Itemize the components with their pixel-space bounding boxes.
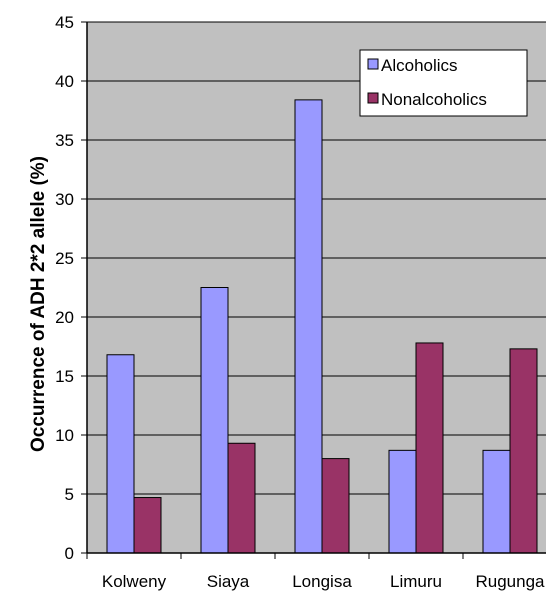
bar-nonalcoholics-siaya — [227, 442, 256, 554]
bars — [106, 99, 538, 554]
axes — [81, 21, 546, 559]
bar-alcoholics-longisa — [294, 99, 323, 554]
y-tick-label: 15 — [55, 367, 74, 386]
legend-swatch-alcoholics — [367, 58, 379, 70]
y-tick-label: 45 — [55, 13, 74, 32]
bar-nonalcoholics-kolweny — [133, 497, 162, 554]
y-tick-label: 10 — [55, 426, 74, 445]
legend-swatch-nonalcoholics — [367, 92, 379, 104]
x-tick-label: Longisa — [292, 572, 352, 591]
bar-alcoholics-kolweny — [106, 354, 135, 554]
bar-nonalcoholics-longisa — [321, 458, 350, 554]
y-tick-label: 5 — [65, 485, 74, 504]
y-tick-labels: 0 5 10 15 20 25 30 35 40 45 — [55, 13, 74, 563]
legend-label-nonalcoholics: Nonalcoholics — [381, 90, 487, 109]
bar-alcoholics-siaya — [200, 287, 229, 554]
legend: Alcoholics Nonalcoholics — [359, 49, 528, 117]
bar-alcoholics-rugunga — [482, 449, 511, 554]
y-tick-label: 40 — [55, 72, 74, 91]
y-tick-label: 0 — [65, 544, 74, 563]
x-tick-label: Siaya — [207, 572, 250, 591]
y-tick-label: 30 — [55, 190, 74, 209]
y-tick-label: 35 — [55, 131, 74, 150]
legend-box — [359, 49, 528, 117]
x-tick-labels: Kolweny Siaya Longisa Limuru Rugunga — [102, 572, 545, 591]
bar-alcoholics-limuru — [388, 449, 417, 554]
legend-label-alcoholics: Alcoholics — [381, 56, 458, 75]
y-tick-label: 25 — [55, 249, 74, 268]
bar-nonalcoholics-limuru — [415, 342, 444, 554]
x-tick-label: Kolweny — [102, 572, 167, 591]
y-tick-label: 20 — [55, 308, 74, 327]
y-axis-label: Occurrence of ADH 2*2 allele (%) — [28, 156, 49, 452]
bar-nonalcoholics-rugunga — [509, 348, 538, 554]
x-tick-label: Rugunga — [475, 572, 545, 591]
x-tick-label: Limuru — [390, 572, 442, 591]
